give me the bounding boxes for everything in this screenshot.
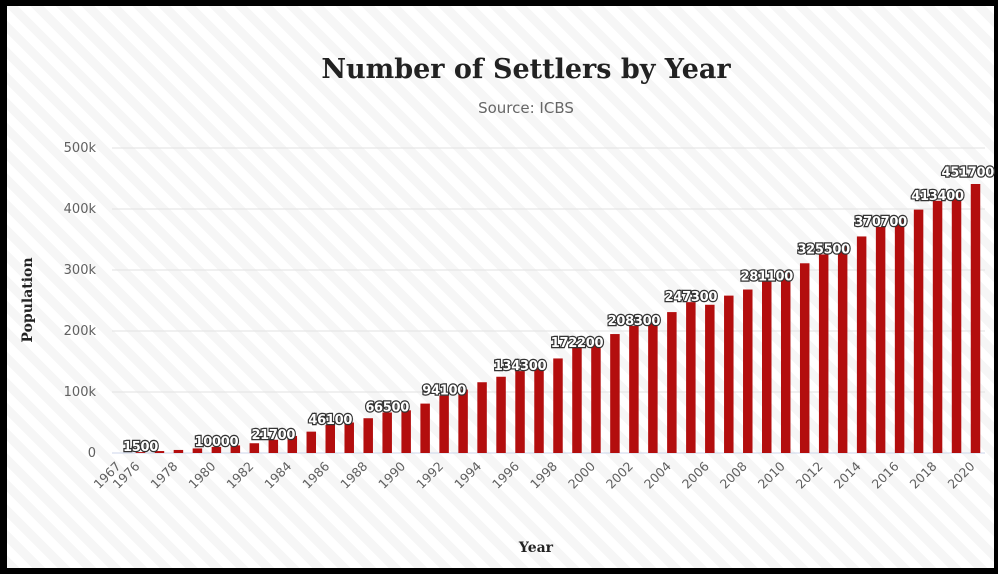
bar xyxy=(932,200,943,453)
chart-title: Number of Settlers by Year xyxy=(321,54,731,85)
bar xyxy=(306,431,317,453)
bar xyxy=(913,209,924,453)
bar xyxy=(951,192,962,453)
y-tick-label: 0 xyxy=(88,446,96,461)
bar xyxy=(894,218,905,453)
bar xyxy=(724,295,734,453)
data-label: 10000 xyxy=(195,435,239,450)
x-tick-label: 1984 xyxy=(261,458,294,491)
bar xyxy=(648,320,658,453)
x-tick-label: 1980 xyxy=(185,458,218,491)
bar xyxy=(230,445,241,453)
data-label: 21700 xyxy=(251,428,295,443)
y-tick-label: 400k xyxy=(64,202,97,217)
data-label: 1500 xyxy=(123,440,158,455)
bar xyxy=(667,312,677,453)
x-tick-label: 2004 xyxy=(641,458,674,491)
bar xyxy=(268,439,279,453)
data-label: 413400 xyxy=(911,189,964,204)
bar xyxy=(344,422,354,453)
bar xyxy=(496,376,506,453)
x-tick-label: 2014 xyxy=(831,458,864,491)
bar xyxy=(875,226,886,453)
x-tick-label: 1998 xyxy=(527,458,560,491)
x-tick-label: 1994 xyxy=(451,458,484,491)
x-axis-title: Year xyxy=(518,540,554,556)
data-labels: 1500 10000 21700 46100 66500 94100 134300 17220… xyxy=(122,164,996,456)
bar xyxy=(458,389,468,453)
x-tick-label: 2018 xyxy=(907,458,940,491)
bar xyxy=(780,271,791,453)
bar xyxy=(401,410,411,453)
bar xyxy=(743,289,753,453)
bar xyxy=(970,183,981,454)
bar xyxy=(762,281,772,453)
x-tick-label: 1988 xyxy=(337,458,370,491)
x-tick-label: 1990 xyxy=(375,458,408,491)
bar xyxy=(818,254,829,453)
data-label: 46100 xyxy=(308,413,352,428)
bar xyxy=(135,452,146,453)
bar xyxy=(515,371,525,453)
chart-subtitle: Source: ICBS xyxy=(478,99,574,117)
x-tick-label: 2010 xyxy=(755,458,788,491)
x-tick-label: 1996 xyxy=(489,458,522,491)
bar xyxy=(572,347,582,453)
x-tick-label: 1986 xyxy=(299,458,332,491)
bar xyxy=(591,342,601,453)
y-tick-label: 100k xyxy=(64,385,97,400)
x-tick-label: 2020 xyxy=(945,458,978,491)
data-label: 134300 xyxy=(494,359,547,374)
data-label: 247300 xyxy=(665,290,718,305)
bar xyxy=(705,304,715,453)
bar xyxy=(856,236,867,453)
bar-series xyxy=(135,183,981,454)
data-label: 66500 xyxy=(365,400,409,415)
x-tick-label: 2012 xyxy=(793,459,826,492)
x-tick-label: 1992 xyxy=(413,459,446,492)
x-tick-label: 1982 xyxy=(223,459,256,492)
x-tick-label: 1978 xyxy=(147,458,180,491)
data-label: 451700 xyxy=(942,165,995,180)
bar xyxy=(173,449,184,453)
x-tick-label: 2006 xyxy=(679,458,712,491)
bar xyxy=(192,448,203,453)
y-tick-label: 300k xyxy=(64,263,97,278)
bar xyxy=(837,244,848,453)
data-label: 325500 xyxy=(797,242,850,257)
data-label: 94100 xyxy=(422,384,466,399)
data-label: 281100 xyxy=(741,270,794,285)
bar xyxy=(249,443,260,453)
bar xyxy=(325,424,335,453)
y-axis-title: Population xyxy=(20,257,36,342)
bar xyxy=(287,435,298,453)
bar xyxy=(211,446,222,453)
x-tick-label: 2000 xyxy=(565,458,598,491)
x-tick-label: 2008 xyxy=(717,458,750,491)
bar xyxy=(534,366,544,453)
bar xyxy=(553,358,563,453)
bar xyxy=(363,418,373,453)
data-label: 208300 xyxy=(608,314,661,329)
x-tick-label: 2016 xyxy=(869,458,902,491)
bar xyxy=(154,451,165,453)
bar xyxy=(477,382,487,453)
y-tick-label: 200k xyxy=(64,324,97,339)
x-tick-label: 2002 xyxy=(603,459,636,492)
bar xyxy=(686,302,696,453)
data-label: 370700 xyxy=(854,215,907,230)
bar xyxy=(799,263,810,453)
data-label: 172200 xyxy=(551,336,604,351)
bar xyxy=(382,412,392,453)
y-tick-label: 500k xyxy=(64,141,97,156)
bar xyxy=(420,403,430,453)
bar xyxy=(629,325,639,453)
bar xyxy=(610,334,620,453)
bar xyxy=(439,395,449,453)
